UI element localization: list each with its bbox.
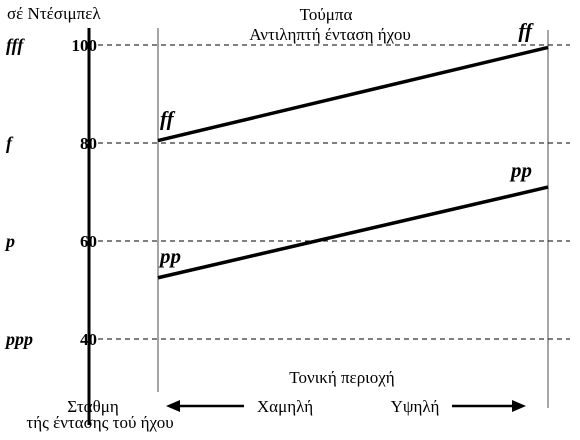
dynamic-marking: ppp — [4, 329, 33, 349]
loudness-line-pp — [157, 185, 549, 280]
line-start-marking: pp — [158, 244, 181, 268]
instrument-title: Τούμπα — [300, 5, 353, 24]
right-arrow-icon — [452, 400, 526, 412]
dynamic-marking: p — [4, 231, 15, 251]
loudness-line-ff — [157, 45, 549, 143]
levels-label-line1: Στάθμη — [67, 397, 118, 416]
left-arrow-icon — [166, 400, 244, 412]
loudness-lines: ff ff pp pp — [157, 18, 549, 280]
range-title: Τονική περιοχή — [289, 368, 394, 387]
dynamic-marking: f — [6, 133, 14, 153]
y-ticks: 100 80 60 40 — [72, 36, 98, 349]
high-label: Υψηλή — [391, 397, 440, 416]
line-end-marking: ff — [518, 18, 534, 42]
unit-label: σέ Ντέσιμπελ — [7, 4, 101, 23]
line-end-marking: pp — [509, 158, 532, 182]
y-tick-label: 100 — [72, 36, 98, 55]
low-label: Χαμηλή — [257, 397, 313, 416]
gridlines — [98, 44, 570, 340]
y-tick-label: 40 — [80, 330, 97, 349]
diagram-subtitle: Αντιληπτή ένταση ήχου — [249, 25, 411, 44]
y-tick-label: 60 — [80, 232, 97, 251]
dynamic-marking: fff — [6, 35, 25, 55]
levels-label-line2: τής έντασης τού ήχου — [26, 413, 173, 432]
line-start-marking: ff — [160, 107, 176, 131]
y-tick-label: 80 — [80, 134, 97, 153]
